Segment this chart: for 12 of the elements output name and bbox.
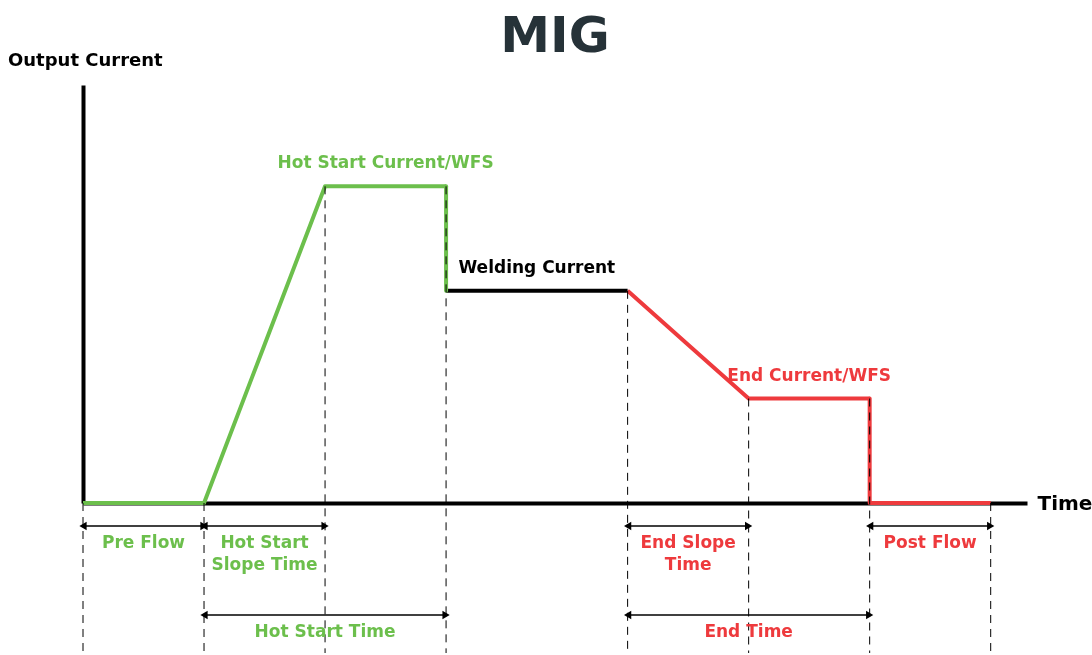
series-label: Welding Current	[458, 256, 616, 277]
series-label: End Current/WFS	[727, 364, 892, 385]
text: Hot Start Slope Time	[211, 532, 318, 574]
chart-title: MIG	[500, 6, 610, 64]
text: End Time	[704, 621, 793, 641]
text: Post Flow	[883, 532, 978, 552]
x-axis-title: Time	[1037, 490, 1092, 515]
text: Pre Flow	[101, 532, 186, 552]
series-label: Hot Start Current/WFS	[277, 152, 494, 173]
text: Hot Start Time	[254, 621, 396, 641]
text: Output Current	[8, 49, 164, 70]
text: End Slope Time	[640, 532, 736, 574]
